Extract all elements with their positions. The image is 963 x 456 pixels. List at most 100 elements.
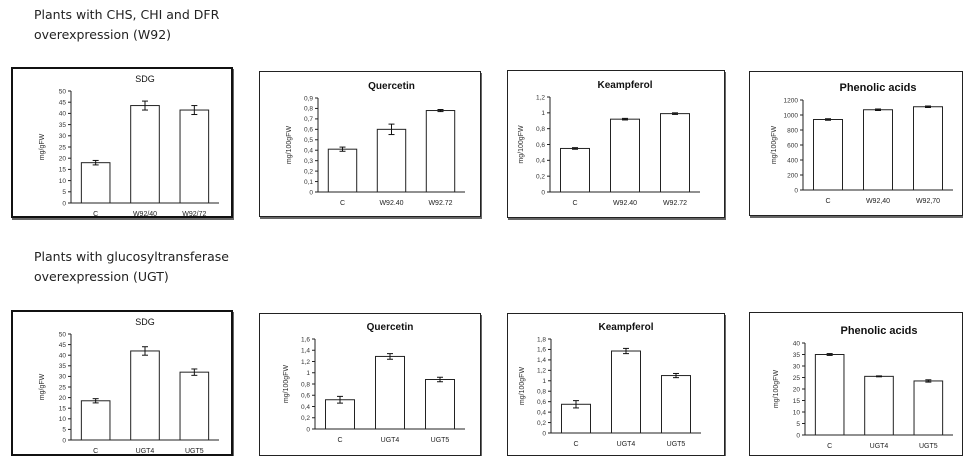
chart-title: SDG xyxy=(135,317,155,327)
y-tick-label: 0 xyxy=(541,189,545,196)
bar xyxy=(179,371,210,441)
bar xyxy=(179,109,210,204)
bar xyxy=(661,375,691,434)
y-tick-label: 45 xyxy=(59,342,67,349)
y-tick-label: 35 xyxy=(59,363,67,370)
y-tick-label: 0,4 xyxy=(536,158,545,165)
x-tick-label: W92.40 xyxy=(379,200,403,207)
bar-chart: Keampferol mg/100gFW 0 0,2 0,4 0,6 0,8 1 1,2 1,4 1… xyxy=(519,322,701,448)
y-tick-label: 0,3 xyxy=(304,158,313,165)
y-tick-label: 0 xyxy=(796,432,800,439)
y-tick-label: 0,4 xyxy=(304,148,313,155)
x-tick-label: W92/40 xyxy=(133,211,157,216)
y-tick-label: 1000 xyxy=(784,112,799,119)
x-tick-label: C xyxy=(572,200,577,207)
bar xyxy=(913,106,943,191)
bar-chart: SDG mg/gFW 0 5 10 15 20 25 30 35 40 45 50 C UGT4 UGT5 xyxy=(39,317,219,454)
y-tick-label: 0,1 xyxy=(304,179,313,186)
x-tick-label: C xyxy=(827,443,832,450)
chart-title: Keampferol xyxy=(597,80,652,91)
chart-title: Quercetin xyxy=(368,81,415,92)
bar xyxy=(864,375,894,436)
y-tick-label: 25 xyxy=(59,144,67,151)
y-tick-label: 1,8 xyxy=(537,336,546,343)
x-tick-label: C xyxy=(337,437,342,444)
x-tick-label: W92.72 xyxy=(428,200,452,207)
y-tick-label: 0,8 xyxy=(536,126,545,133)
y-tick-label: 0 xyxy=(62,437,66,444)
chart-panel-quercetin-ugt: Quercetin mg/100gFW 0 0,2 0,4 0,6 0,8 1 1,2 1,4 1,… xyxy=(259,313,481,456)
y-tick-label: 800 xyxy=(787,127,798,134)
x-tick-label: C xyxy=(825,198,830,205)
y-tick-label: 1 xyxy=(541,110,545,117)
x-tick-label: UGT5 xyxy=(919,443,938,450)
y-tick-label: 1,6 xyxy=(301,336,310,343)
y-tick-label: 10 xyxy=(59,178,67,185)
y-tick-label: 1,2 xyxy=(301,359,310,366)
y-tick-label: 1,6 xyxy=(537,347,546,354)
y-tick-label: 5 xyxy=(62,427,66,434)
x-tick-label: UGT5 xyxy=(667,441,686,448)
x-tick-label: UGT4 xyxy=(381,437,400,444)
y-tick-label: 15 xyxy=(59,406,67,413)
y-tick-label: 5 xyxy=(796,421,800,428)
y-tick-label: 50 xyxy=(59,88,67,95)
y-tick-label: 0 xyxy=(62,200,66,207)
y-tick-label: 5 xyxy=(62,189,66,196)
chart-panel-keampferol-ugt: Keampferol mg/100gFW 0 0,2 0,4 0,6 0,8 1 1,2 1,4 1… xyxy=(507,313,725,456)
bar xyxy=(660,113,690,193)
y-tick-label: 0,6 xyxy=(304,127,313,134)
x-tick-label: UGT5 xyxy=(185,448,204,454)
y-tick-label: 0,6 xyxy=(536,142,545,149)
bar xyxy=(425,110,456,193)
chart-title: SDG xyxy=(135,74,155,84)
x-tick-label: C xyxy=(93,211,98,216)
x-tick-label: W92.40 xyxy=(613,200,637,207)
y-tick-label: 35 xyxy=(59,122,67,129)
y-tick-label: 20 xyxy=(59,156,67,163)
y-tick-label: 600 xyxy=(787,142,798,149)
y-tick-label: 0,6 xyxy=(301,393,310,400)
y-tick-label: 40 xyxy=(793,340,801,347)
bar xyxy=(610,118,640,193)
y-tick-label: 200 xyxy=(787,172,798,179)
y-tick-label: 25 xyxy=(59,384,67,391)
bar-chart: Keampferol mg/100gFW 0 0,2 0,4 0,6 0,8 1 1,2 C W92… xyxy=(518,80,700,207)
y-tick-label: 0,2 xyxy=(304,168,313,175)
chart-panel-keampferol-w92: Keampferol mg/100gFW 0 0,2 0,4 0,6 0,8 1 1,2 C W92… xyxy=(507,70,725,218)
y-tick-label: 35 xyxy=(793,352,801,359)
bar xyxy=(814,354,845,436)
bar xyxy=(376,128,407,193)
y-tick-label: 40 xyxy=(59,353,67,360)
y-tick-label: 20 xyxy=(793,386,801,393)
bar xyxy=(560,147,590,193)
chart-panel-sdg-ugt: SDG mg/gFW 0 5 10 15 20 25 30 35 40 45 50 C UGT4 UGT5 xyxy=(11,310,233,456)
y-tick-label: 1,4 xyxy=(537,357,546,364)
y-axis-label: mg/gFW xyxy=(39,373,46,400)
y-tick-label: 0,8 xyxy=(304,106,313,113)
x-tick-label: W92.72 xyxy=(663,200,687,207)
y-tick-label: 0 xyxy=(306,426,310,433)
y-tick-label: 10 xyxy=(793,409,801,416)
chart-panel-phenolic-acids-ugt: Phenolic acids mg/100gFW 0 5 10 15 20 25 30 35 40 C… xyxy=(749,312,963,456)
y-tick-label: 0,8 xyxy=(537,389,546,396)
bar xyxy=(80,162,111,204)
y-tick-label: 1200 xyxy=(784,97,799,104)
bar-chart: Quercetin mg/100gFW 0 0,2 0,4 0,6 0,8 1 1,2 1,4 1,… xyxy=(283,322,465,444)
bar xyxy=(561,403,591,434)
y-tick-label: 1 xyxy=(306,370,310,377)
x-tick-label: W92/72 xyxy=(182,211,206,216)
bar xyxy=(863,109,893,191)
bar xyxy=(130,350,160,441)
y-tick-label: 0 xyxy=(794,187,798,194)
bar xyxy=(913,380,944,436)
y-tick-label: 1,4 xyxy=(301,348,310,355)
x-tick-label: C xyxy=(93,448,98,454)
x-tick-label: C xyxy=(340,200,345,207)
x-tick-label: W92,70 xyxy=(916,198,940,205)
bar-chart: Quercetin mg/100gFW 0 0,1 0,2 0,3 0,4 0,5 0,6 0,7… xyxy=(286,81,465,207)
y-tick-label: 0 xyxy=(309,189,313,196)
y-tick-label: 400 xyxy=(787,157,798,164)
y-axis-label: mg/100gFW xyxy=(771,126,778,165)
bar xyxy=(327,148,358,193)
